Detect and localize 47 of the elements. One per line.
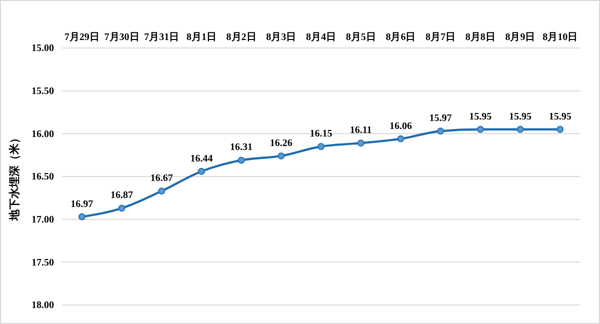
point bbox=[158, 188, 166, 195]
x-tick-label: 8月6日 bbox=[386, 32, 416, 43]
data-label: 16.97 bbox=[70, 198, 94, 210]
point bbox=[556, 126, 564, 133]
data-label: 15.97 bbox=[429, 113, 452, 124]
y-tick-label: 18.00 bbox=[32, 300, 54, 312]
y-tick-label: 17.50 bbox=[32, 257, 54, 268]
data-label: 16.06 bbox=[389, 120, 412, 132]
point bbox=[198, 168, 205, 175]
data-label: 16.15 bbox=[310, 128, 332, 140]
y-axis-title: 地下水埋深（米） bbox=[8, 132, 21, 222]
point bbox=[516, 126, 524, 133]
x-tick-label: 8月3日 bbox=[266, 32, 296, 43]
data-label: 15.95 bbox=[469, 111, 492, 122]
x-tick-label: 7月29日 bbox=[64, 32, 100, 43]
x-tick-label: 8月7日 bbox=[426, 32, 456, 43]
x-tick-label: 8月5日 bbox=[346, 32, 376, 43]
x-tick-label: 7月30日 bbox=[104, 32, 140, 43]
point bbox=[357, 140, 364, 147]
data-label: 16.26 bbox=[270, 138, 292, 149]
x-tick-label: 8月4日 bbox=[306, 32, 336, 43]
y-tick-label: 17.00 bbox=[32, 214, 54, 226]
point bbox=[238, 156, 245, 164]
data-label: 15.95 bbox=[548, 111, 572, 122]
data-label: 16.11 bbox=[350, 125, 372, 136]
x-tick-label: 8月2日 bbox=[226, 32, 256, 43]
data-label: 16.87 bbox=[110, 190, 134, 202]
y-tick-label: 16.00 bbox=[32, 128, 54, 140]
x-tick-label: 8月1日 bbox=[186, 32, 216, 43]
data-label: 16.31 bbox=[230, 142, 253, 154]
y-tick-label: 15.50 bbox=[32, 86, 54, 98]
point bbox=[476, 126, 484, 133]
x-tick-label: 7月31日 bbox=[144, 32, 180, 43]
data-label: 16.44 bbox=[190, 153, 213, 164]
y-tick-label: 15.00 bbox=[32, 43, 54, 54]
point bbox=[437, 128, 444, 135]
data-label: 16.67 bbox=[150, 173, 173, 184]
x-tick-label: 8月10日 bbox=[542, 32, 578, 43]
point bbox=[78, 213, 86, 220]
x-tick-label: 8月8日 bbox=[465, 32, 496, 43]
x-tick-label: 8月9日 bbox=[505, 32, 536, 43]
point bbox=[397, 135, 404, 142]
point bbox=[118, 204, 126, 212]
data-label: 15.95 bbox=[508, 111, 532, 122]
point bbox=[278, 152, 285, 160]
point bbox=[318, 143, 324, 150]
y-tick-label: 16.50 bbox=[32, 172, 54, 183]
